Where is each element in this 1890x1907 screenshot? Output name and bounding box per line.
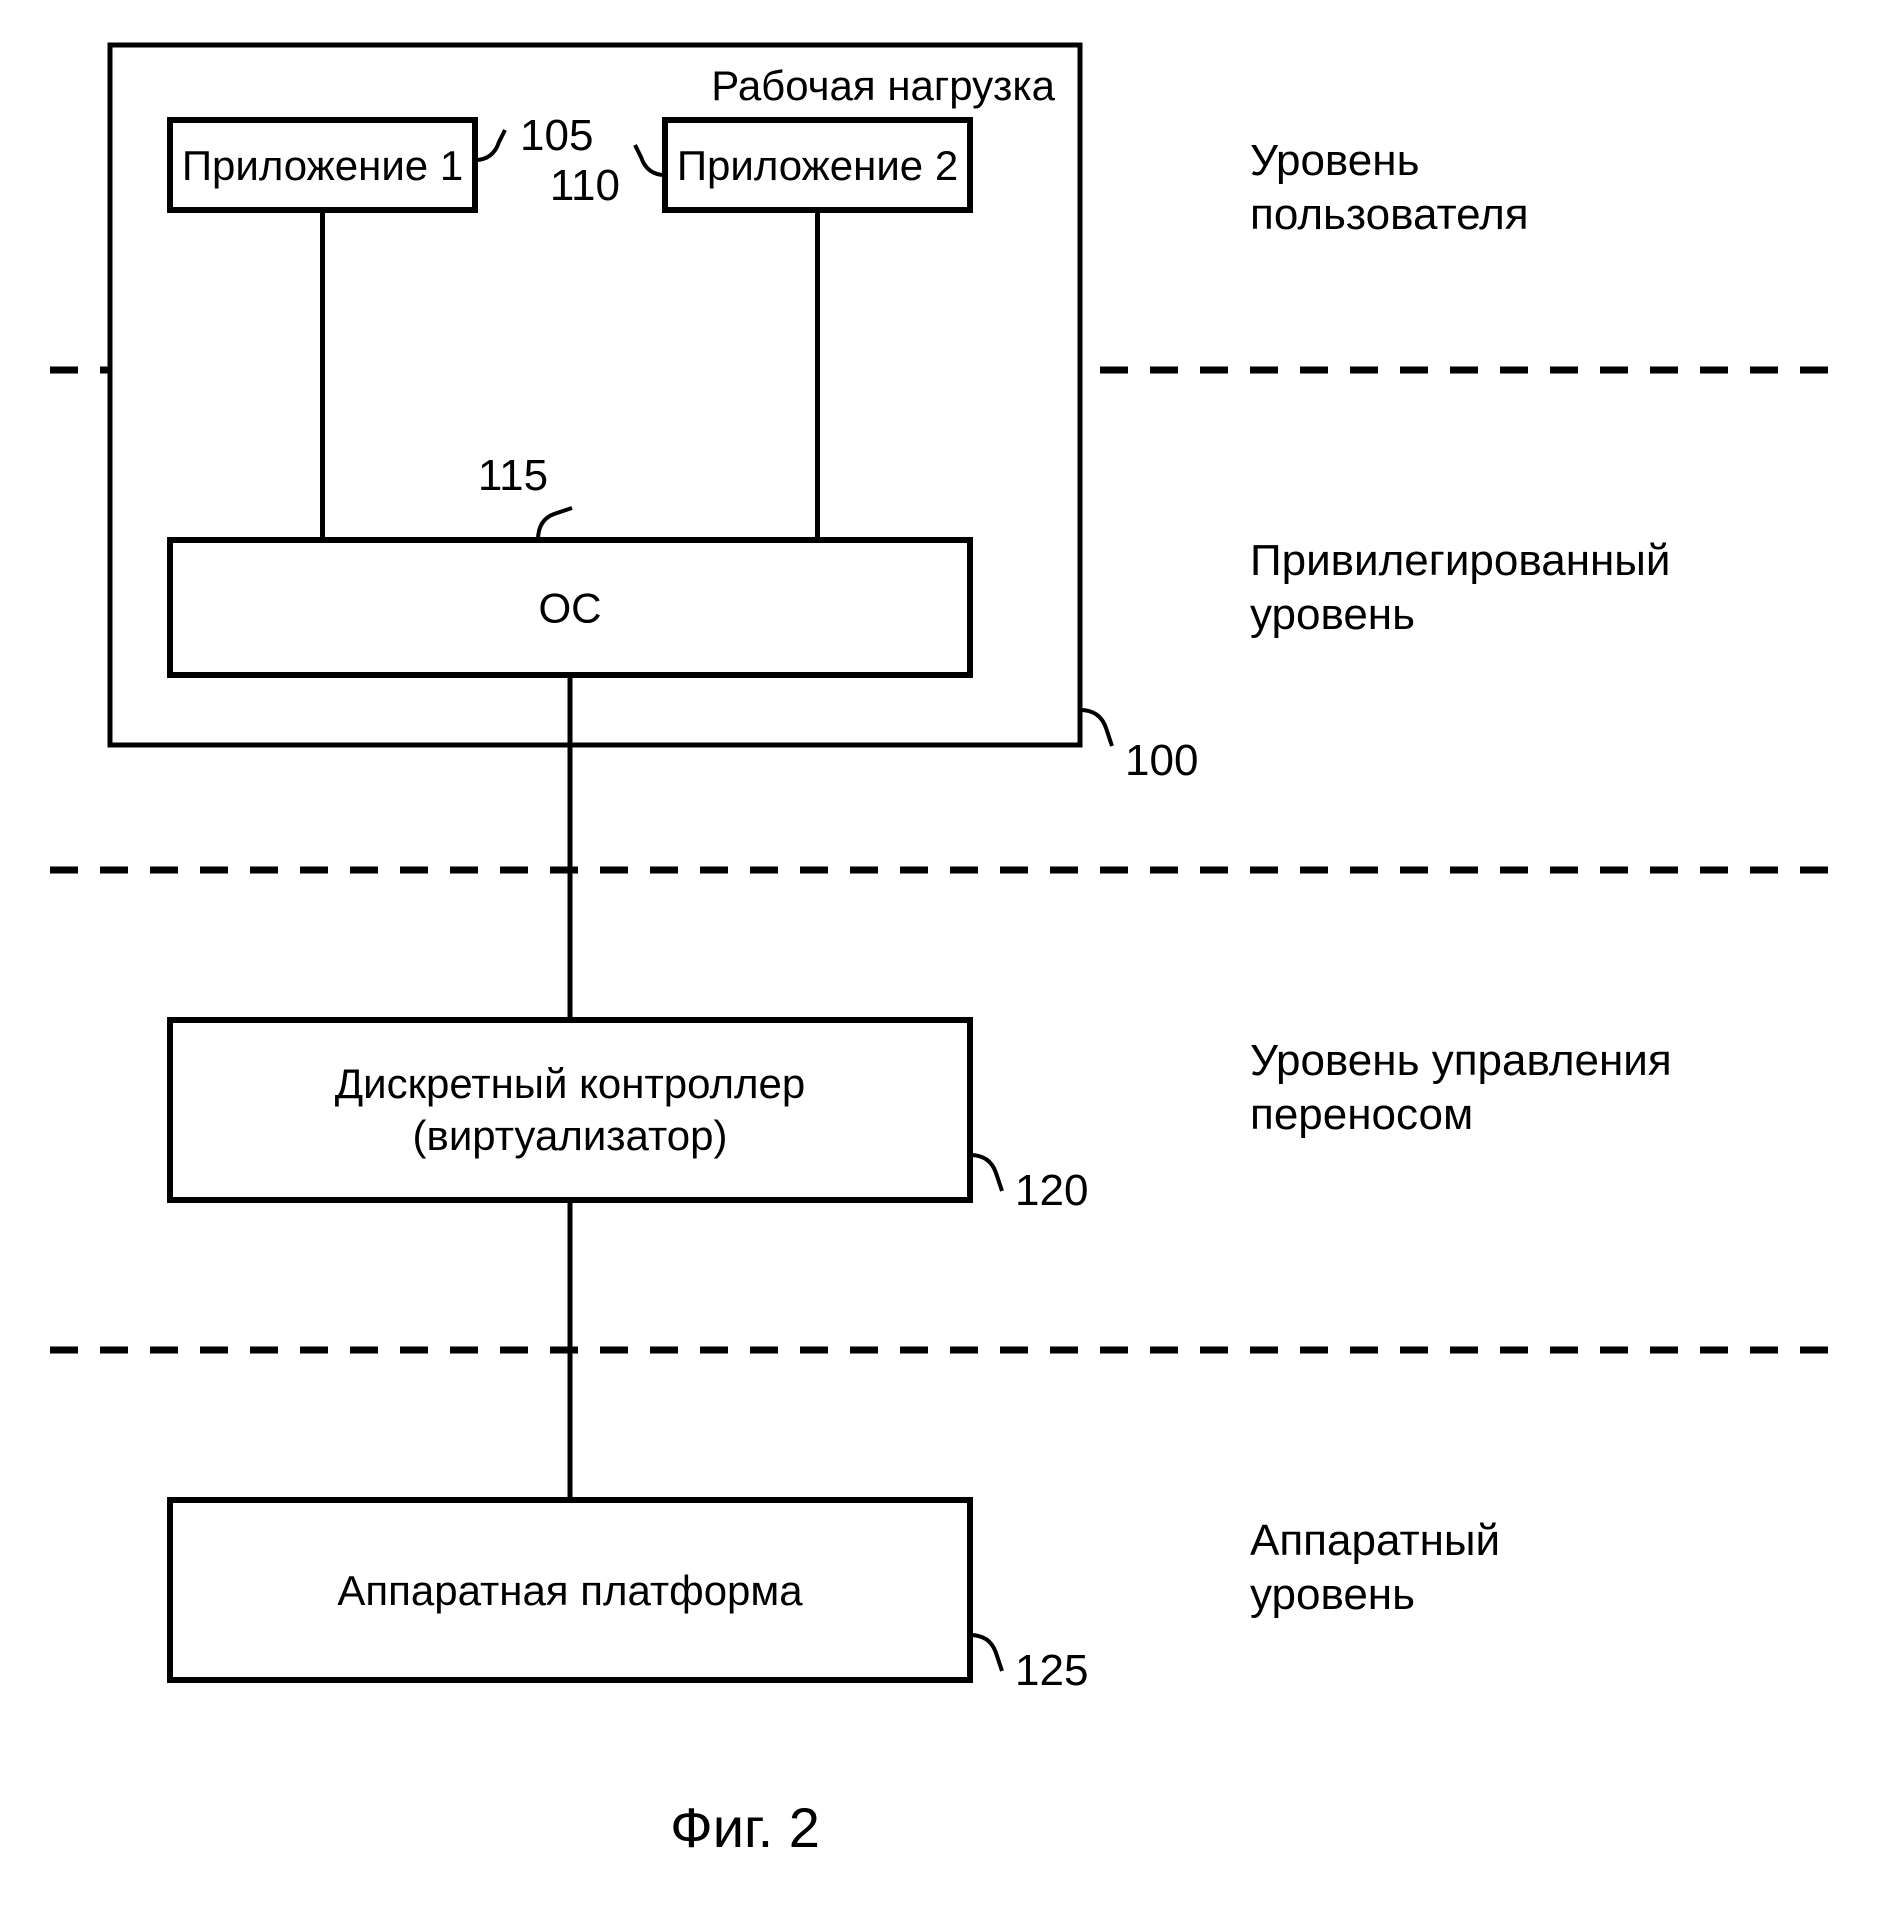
level-label-priv-2: уровень [1250,590,1415,639]
level-label-hw-2: уровень [1250,1570,1415,1619]
level-label-priv-1: Привилегированный [1250,536,1671,585]
ref-hook-100 [1080,710,1112,746]
ref-hook-120 [970,1155,1002,1191]
architecture-diagram: Рабочая нагрузка Приложение 1 Приложение… [0,0,1890,1907]
ref-label-120: 120 [1015,1166,1088,1215]
level-label-hw-1: Аппаратный [1250,1516,1500,1565]
ref-label-105: 105 [520,111,593,160]
ref-label-115: 115 [478,451,548,500]
controller-label-line2: (виртуализатор) [413,1112,728,1159]
workload-title: Рабочая нагрузка [711,62,1055,109]
level-label-migr-1: Уровень управления [1250,1036,1672,1085]
level-label-user-2: пользователя [1250,190,1529,239]
controller-label-line1: Дискретный контроллер [335,1060,806,1107]
level-label-user-1: Уровень [1250,136,1420,185]
ref-hook-125 [970,1635,1002,1671]
level-label-migr-2: переносом [1250,1090,1473,1139]
ref-label-110: 110 [550,161,620,210]
app1-label: Приложение 1 [182,142,463,189]
hardware-label: Аппаратная платформа [337,1567,803,1614]
os-label: ОС [539,585,602,632]
ref-label-100: 100 [1125,736,1198,785]
figure-caption: Фиг. 2 [670,1796,820,1859]
controller-box [170,1020,970,1200]
app2-label: Приложение 2 [677,142,958,189]
ref-label-125: 125 [1015,1646,1088,1695]
